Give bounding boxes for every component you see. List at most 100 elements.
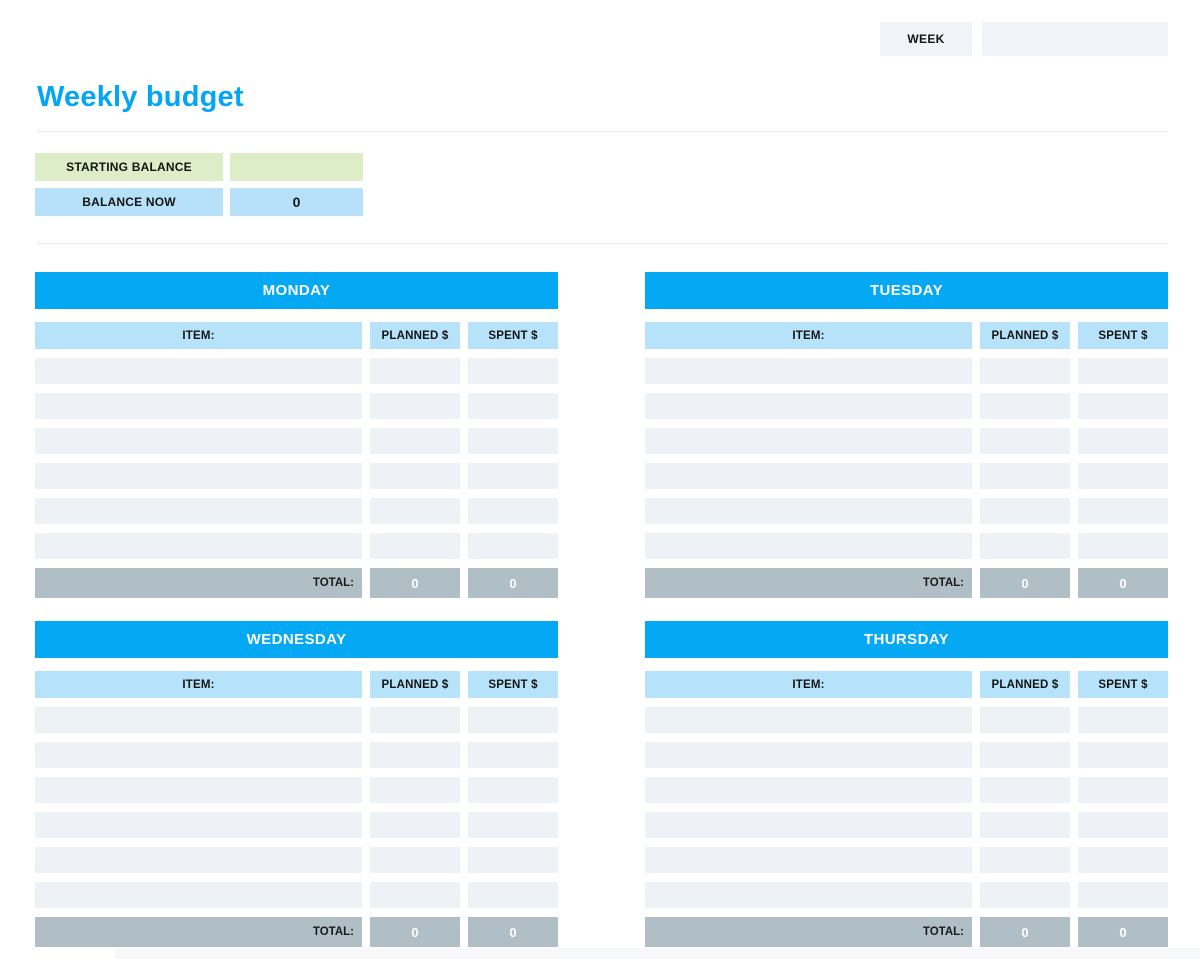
spent-cell[interactable]	[468, 428, 558, 454]
day-header: WEDNESDAY	[35, 621, 558, 658]
planned-cell[interactable]	[370, 777, 460, 803]
spent-cell[interactable]	[468, 707, 558, 733]
spent-cell[interactable]	[1078, 882, 1168, 908]
planned-cell[interactable]	[980, 812, 1070, 838]
planned-cell[interactable]	[980, 847, 1070, 873]
planned-cell[interactable]	[370, 707, 460, 733]
week-input[interactable]	[982, 22, 1168, 56]
total-spent-value: 0	[468, 917, 558, 947]
planned-cell[interactable]	[980, 777, 1070, 803]
empty-item-row	[35, 533, 558, 559]
item-cell[interactable]	[645, 463, 972, 489]
starting-balance-label: STARTING BALANCE	[35, 153, 223, 181]
item-cell[interactable]	[645, 882, 972, 908]
item-cell[interactable]	[645, 533, 972, 559]
spent-cell[interactable]	[1078, 393, 1168, 419]
item-column-header: ITEM:	[645, 322, 972, 349]
spent-cell[interactable]	[468, 463, 558, 489]
item-cell[interactable]	[645, 428, 972, 454]
item-cell[interactable]	[645, 707, 972, 733]
item-column-header: ITEM:	[35, 671, 362, 698]
item-cell[interactable]	[35, 882, 362, 908]
planned-cell[interactable]	[980, 742, 1070, 768]
spent-cell[interactable]	[468, 533, 558, 559]
spent-cell[interactable]	[468, 847, 558, 873]
spent-cell[interactable]	[1078, 812, 1168, 838]
empty-item-row	[645, 707, 1168, 733]
item-cell[interactable]	[35, 533, 362, 559]
item-cell[interactable]	[35, 428, 362, 454]
total-row: TOTAL: 0 0	[35, 568, 558, 598]
item-cell[interactable]	[645, 742, 972, 768]
spent-cell[interactable]	[1078, 463, 1168, 489]
item-column-header: ITEM:	[645, 671, 972, 698]
planned-cell[interactable]	[980, 533, 1070, 559]
empty-rows	[645, 358, 1168, 559]
planned-cell[interactable]	[370, 847, 460, 873]
spent-cell[interactable]	[468, 777, 558, 803]
spent-cell[interactable]	[1078, 777, 1168, 803]
item-cell[interactable]	[35, 707, 362, 733]
item-cell[interactable]	[35, 358, 362, 384]
planned-cell[interactable]	[980, 463, 1070, 489]
planned-cell[interactable]	[370, 358, 460, 384]
empty-item-row	[35, 428, 558, 454]
day-table-monday: MONDAY ITEM: PLANNED $ SPENT $ TOTAL: 0 …	[35, 272, 558, 598]
spent-cell[interactable]	[1078, 742, 1168, 768]
total-planned-value: 0	[980, 917, 1070, 947]
empty-item-row	[35, 882, 558, 908]
total-spent-value: 0	[1078, 568, 1168, 598]
spent-cell[interactable]	[1078, 533, 1168, 559]
planned-cell[interactable]	[980, 498, 1070, 524]
planned-cell[interactable]	[980, 358, 1070, 384]
empty-item-row	[645, 533, 1168, 559]
planned-column-header: PLANNED $	[370, 322, 460, 349]
spent-cell[interactable]	[468, 742, 558, 768]
item-cell[interactable]	[35, 847, 362, 873]
planned-cell[interactable]	[370, 533, 460, 559]
item-cell[interactable]	[645, 358, 972, 384]
item-cell[interactable]	[35, 742, 362, 768]
spent-cell[interactable]	[1078, 428, 1168, 454]
spent-cell[interactable]	[1078, 358, 1168, 384]
empty-item-row	[645, 882, 1168, 908]
item-cell[interactable]	[645, 812, 972, 838]
planned-cell[interactable]	[370, 463, 460, 489]
item-cell[interactable]	[35, 812, 362, 838]
spent-cell[interactable]	[468, 358, 558, 384]
empty-item-row	[35, 498, 558, 524]
total-planned-value: 0	[370, 568, 460, 598]
planned-cell[interactable]	[980, 707, 1070, 733]
page-title: Weekly budget	[37, 81, 244, 113]
spent-cell[interactable]	[468, 393, 558, 419]
spent-cell[interactable]	[468, 498, 558, 524]
planned-cell[interactable]	[370, 742, 460, 768]
spent-cell[interactable]	[1078, 707, 1168, 733]
item-cell[interactable]	[35, 463, 362, 489]
item-cell[interactable]	[645, 393, 972, 419]
planned-cell[interactable]	[370, 498, 460, 524]
spent-cell[interactable]	[1078, 498, 1168, 524]
spent-cell[interactable]	[468, 812, 558, 838]
item-cell[interactable]	[35, 393, 362, 419]
planned-cell[interactable]	[370, 882, 460, 908]
item-cell[interactable]	[645, 777, 972, 803]
item-cell[interactable]	[645, 847, 972, 873]
starting-balance-input[interactable]	[230, 153, 363, 181]
spent-cell[interactable]	[1078, 847, 1168, 873]
total-planned-value: 0	[980, 568, 1070, 598]
balance-now-label: BALANCE NOW	[35, 188, 223, 216]
starting-balance-row: STARTING BALANCE	[35, 153, 1200, 181]
item-cell[interactable]	[35, 498, 362, 524]
planned-cell[interactable]	[980, 393, 1070, 419]
planned-cell[interactable]	[980, 428, 1070, 454]
planned-cell[interactable]	[370, 428, 460, 454]
spent-cell[interactable]	[468, 882, 558, 908]
planned-cell[interactable]	[980, 882, 1070, 908]
item-cell[interactable]	[35, 777, 362, 803]
item-column-header: ITEM:	[35, 322, 362, 349]
planned-cell[interactable]	[370, 812, 460, 838]
total-label: TOTAL:	[645, 917, 972, 947]
planned-cell[interactable]	[370, 393, 460, 419]
item-cell[interactable]	[645, 498, 972, 524]
